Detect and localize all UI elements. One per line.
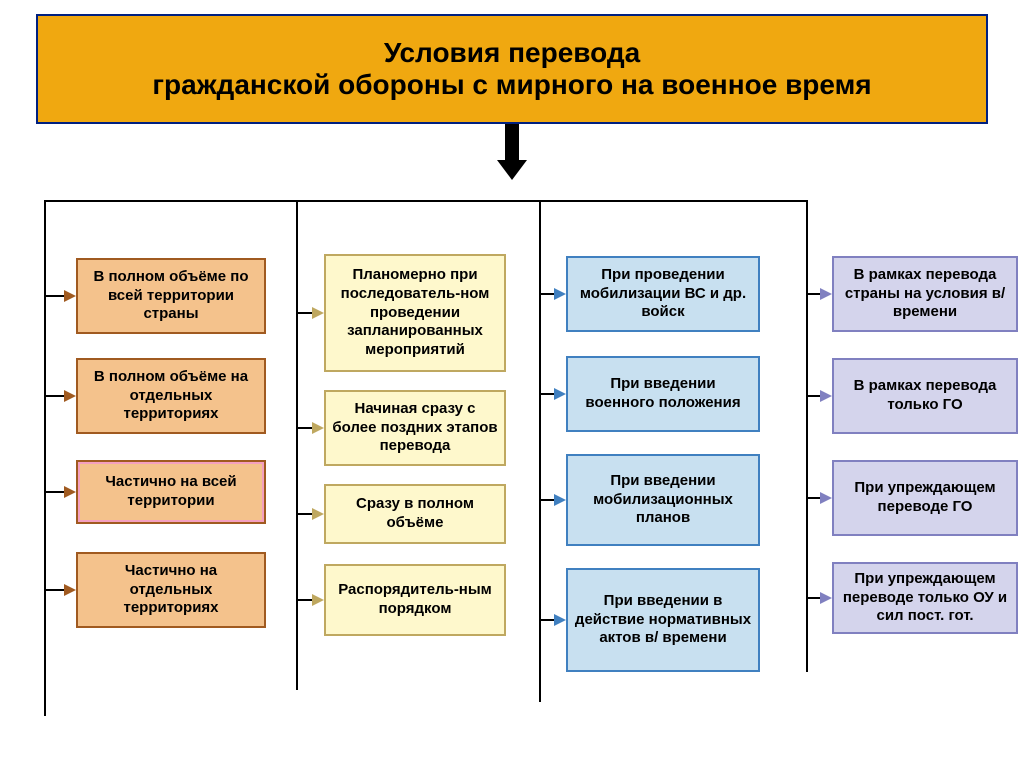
diagram-box: В рамках перевода только ГО: [832, 358, 1018, 434]
box-label: Начиная сразу с более поздних этапов пер…: [332, 400, 498, 456]
box-arrow-icon: [64, 486, 76, 498]
connector-vline: [806, 200, 808, 672]
diagram-box: При введении военного положения: [566, 356, 760, 432]
box-label: При упреждающем переводе ГО: [840, 479, 1010, 517]
connector-vline: [539, 200, 541, 702]
box-arrow-icon: [554, 288, 566, 300]
box-arrow-icon: [554, 494, 566, 506]
box-arrow-icon: [820, 390, 832, 402]
box-label: В рамках перевода страны на условия в/ в…: [840, 266, 1010, 322]
box-label: В рамках перевода только ГО: [840, 377, 1010, 415]
box-arrow-icon: [820, 288, 832, 300]
diagram-box: В рамках перевода страны на условия в/ в…: [832, 256, 1018, 332]
connector-vline: [44, 200, 46, 716]
box-connector: [44, 295, 66, 297]
box-label: При упреждающем переводе только ОУ и сил…: [840, 570, 1010, 626]
diagram-title: Условия перевода гражданской обороны с м…: [36, 14, 988, 124]
title-line-1: Условия перевода: [384, 37, 640, 69]
box-label: Частично на отдельных территориях: [84, 562, 258, 618]
box-arrow-icon: [312, 307, 324, 319]
box-arrow-icon: [64, 290, 76, 302]
box-arrow-icon: [64, 390, 76, 402]
diagram-box: Сразу в полном объёме: [324, 484, 506, 544]
diagram-box: При проведении мобилизации ВС и др. войс…: [566, 256, 760, 332]
box-label: Частично на всей территории: [84, 473, 258, 511]
box-label: При введении военного положения: [574, 375, 752, 413]
diagram-box: В полном объёме на отдельных территориях: [76, 358, 266, 434]
title-line-2: гражданской обороны с мирного на военное…: [152, 69, 871, 101]
box-arrow-icon: [554, 388, 566, 400]
box-label: Сразу в полном объёме: [332, 495, 498, 533]
diagram-box: Частично на отдельных территориях: [76, 552, 266, 628]
diagram-box: При упреждающем переводе только ОУ и сил…: [832, 562, 1018, 634]
box-arrow-icon: [820, 592, 832, 604]
diagram-box: При введении мобилизационных планов: [566, 454, 760, 546]
connector-vline: [296, 200, 298, 690]
box-arrow-icon: [312, 594, 324, 606]
diagram-box: Планомерно при последователь-ном проведе…: [324, 254, 506, 372]
box-arrow-icon: [312, 508, 324, 520]
connector-hline: [44, 200, 808, 202]
box-arrow-icon: [820, 492, 832, 504]
diagram-box: При упреждающем переводе ГО: [832, 460, 1018, 536]
diagram-box: Частично на всей территории: [76, 460, 266, 524]
box-label: Планомерно при последователь-ном проведе…: [332, 266, 498, 360]
main-arrow-head: [497, 160, 527, 180]
box-label: При введении мобилизационных планов: [574, 472, 752, 528]
box-arrow-icon: [64, 584, 76, 596]
box-label: В полном объёме на отдельных территориях: [84, 368, 258, 424]
diagram-box: В полном объёме по всей территории стран…: [76, 258, 266, 334]
diagram-box: Распорядитель-ным порядком: [324, 564, 506, 636]
box-connector: [44, 491, 66, 493]
box-label: В полном объёме по всей территории стран…: [84, 268, 258, 324]
box-label: Распорядитель-ным порядком: [332, 581, 498, 619]
box-connector: [44, 395, 66, 397]
box-arrow-icon: [554, 614, 566, 626]
box-label: При проведении мобилизации ВС и др. войс…: [574, 266, 752, 322]
box-label: При введении в действие нормативных акто…: [574, 592, 752, 648]
diagram-box: Начиная сразу с более поздних этапов пер…: [324, 390, 506, 466]
diagram-box: При введении в действие нормативных акто…: [566, 568, 760, 672]
box-connector: [44, 589, 66, 591]
box-arrow-icon: [312, 422, 324, 434]
